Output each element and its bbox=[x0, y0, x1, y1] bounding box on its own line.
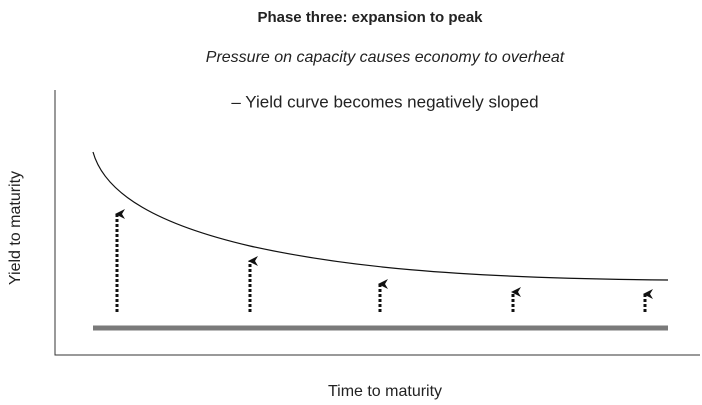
subtitle: Pressure on capacity causes economy to o… bbox=[206, 49, 565, 66]
arrows bbox=[115, 209, 653, 312]
annotation: – Yield curve becomes negatively sloped bbox=[231, 92, 538, 111]
x-axis-label: Time to maturity bbox=[328, 383, 442, 400]
axes bbox=[54, 90, 700, 356]
yield-curve bbox=[92, 151, 669, 281]
y-axis-label: Yield to maturity bbox=[7, 171, 24, 285]
title: Phase three: expansion to peak bbox=[257, 9, 483, 26]
